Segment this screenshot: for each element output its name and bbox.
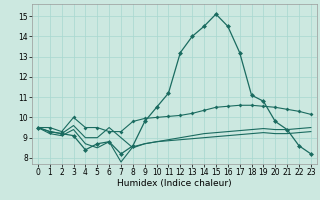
X-axis label: Humidex (Indice chaleur): Humidex (Indice chaleur): [117, 179, 232, 188]
